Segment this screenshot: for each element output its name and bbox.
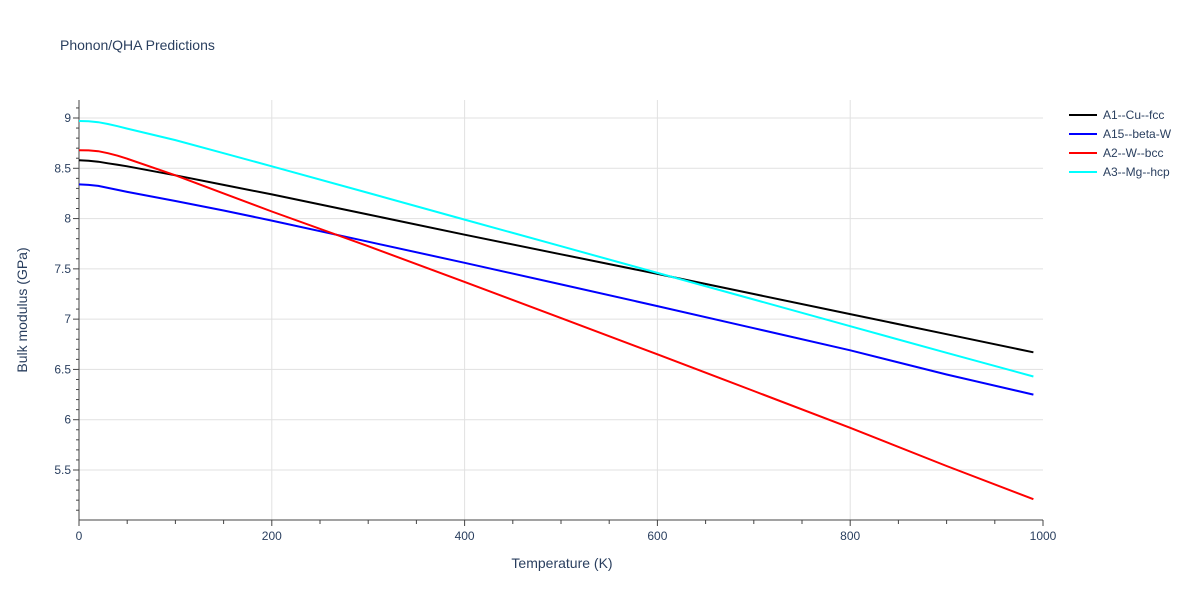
- y-tick-label: 7: [64, 312, 71, 326]
- x-tick-label: 600: [647, 529, 667, 543]
- x-tick-label: 400: [455, 529, 475, 543]
- legend-label: A3--Mg--hcp: [1103, 165, 1170, 179]
- x-axis-title: Temperature (K): [511, 555, 612, 571]
- series-line-A15--beta-W: [78, 183, 1034, 396]
- legend-label: A1--Cu--fcc: [1103, 108, 1164, 122]
- y-tick-label: 7.5: [54, 262, 71, 276]
- series-line-A2--W--bcc: [78, 149, 1034, 501]
- y-tick-label: 8.5: [54, 161, 71, 175]
- y-axis-title: Bulk modulus (GPa): [14, 247, 30, 372]
- y-tick-label: 9: [64, 111, 71, 125]
- x-tick-label: 800: [840, 529, 860, 543]
- series-line-A1--Cu--fcc: [78, 159, 1034, 354]
- axes: 0 200 400 600 800 1000 5.5 6 6.5 7 7.5 8 8.5 9: [54, 100, 1057, 543]
- x-tick-label: 0: [76, 529, 83, 543]
- chart-title: Phonon/QHA Predictions: [60, 37, 215, 53]
- legend-label: A2--W--bcc: [1103, 146, 1163, 160]
- legend-label: A15--beta-W: [1103, 127, 1172, 141]
- series-line-A3--Mg--hcp: [78, 120, 1034, 378]
- y-tick-label: 5.5: [54, 463, 71, 477]
- y-tick-label: 6.5: [54, 362, 71, 376]
- series-lines: [78, 120, 1034, 501]
- y-tick-label: 6: [64, 413, 71, 427]
- x-tick-label: 1000: [1030, 529, 1057, 543]
- x-tick-label: 200: [262, 529, 282, 543]
- y-tick-label: 8: [64, 212, 71, 226]
- grid: [79, 100, 1043, 520]
- legend: A1--Cu--fcc A15--beta-W A2--W--bcc A3--Mg--…: [1069, 108, 1172, 179]
